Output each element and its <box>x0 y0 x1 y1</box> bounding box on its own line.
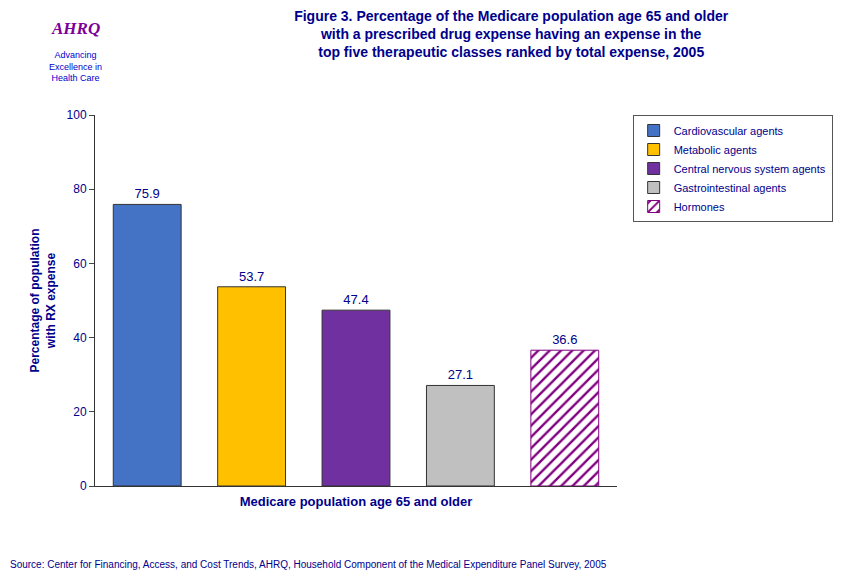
svg-text:75.9: 75.9 <box>135 186 160 201</box>
svg-text:53.7: 53.7 <box>239 269 264 284</box>
svg-text:Gastrointestinal agents: Gastrointestinal agents <box>674 182 787 194</box>
svg-text:Percentage of populationwith R: Percentage of populationwith RX expense <box>28 228 58 372</box>
svg-text:Figure 3. Percentage of the Me: Figure 3. Percentage of the Medicare pop… <box>294 8 729 60</box>
svg-text:36.6: 36.6 <box>552 332 577 347</box>
svg-text:40: 40 <box>73 331 87 345</box>
svg-text:Medicare population age 65 and: Medicare population age 65 and older <box>240 494 473 509</box>
svg-text:Source: Center for Financing,: Source: Center for Financing, Access, an… <box>10 559 607 570</box>
svg-text:Cardiovascular agents: Cardiovascular agents <box>674 125 784 137</box>
svg-text:27.1: 27.1 <box>448 367 473 382</box>
svg-text:Central nervous system agents: Central nervous system agents <box>674 163 826 175</box>
svg-text:0: 0 <box>80 479 87 493</box>
svg-text:AHRQ: AHRQ <box>51 19 100 38</box>
svg-text:60: 60 <box>73 257 87 271</box>
svg-text:47.4: 47.4 <box>343 292 368 307</box>
svg-text:Hormones: Hormones <box>674 201 725 213</box>
svg-text:100: 100 <box>67 108 87 122</box>
svg-text:20: 20 <box>73 405 87 419</box>
svg-text:AdvancingExcellence inHealth C: AdvancingExcellence inHealth Care <box>49 50 102 83</box>
svg-text:Metabolic agents: Metabolic agents <box>674 144 758 156</box>
svg-text:80: 80 <box>73 182 87 196</box>
